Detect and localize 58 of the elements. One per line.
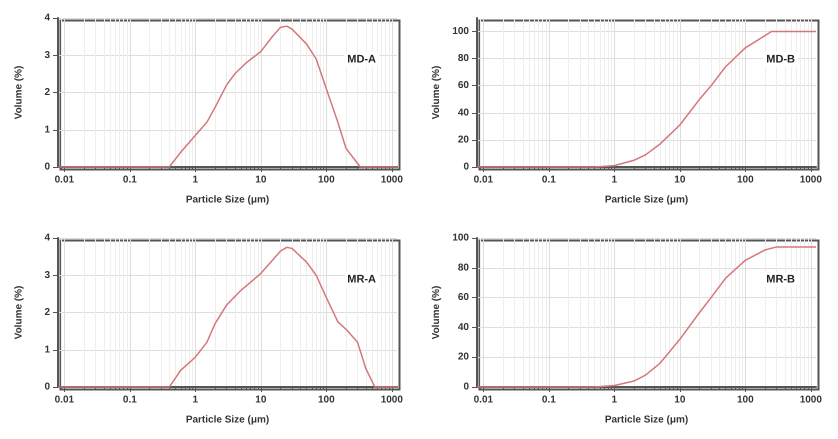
x-tick-label: 1000 [380,394,404,405]
x-tick-label: 1000 [380,174,404,186]
x-tick-label: 0.01 [474,394,494,405]
annotation: MD-B [766,54,796,66]
x-tick-label: 1000 [800,394,822,405]
y-tick-label: 60 [458,80,470,92]
y-tick-label: 60 [458,292,470,303]
x-tick-label: 0.1 [122,394,138,405]
annotation: MR-A [347,273,376,285]
y-tick-label: 3 [44,50,50,61]
x-tick-label: 10 [674,174,686,186]
y-tick-label: 40 [458,107,470,118]
y-tick-label: 80 [458,53,470,64]
y-tick-label: 80 [458,262,470,273]
y-axis-title: Volume (%) [14,66,24,120]
y-tick-label: 0 [463,162,470,172]
x-tick-label: 10 [255,394,267,405]
x-axis-title: Particle Size (μm) [604,414,688,425]
y-tick-label: 1 [44,344,50,355]
y-tick-label: 2 [44,87,50,98]
y-tick-label: 1 [44,124,50,136]
x-tick-label: 0.01 [54,174,75,186]
y-tick-label: 2 [44,306,50,318]
x-tick-label: 10 [674,394,686,405]
x-tick-label: 0.1 [542,394,556,405]
x-tick-label: 10 [255,174,267,186]
x-tick-label: 1 [612,394,618,405]
y-tick-label: 20 [458,351,470,362]
x-tick-label: 100 [318,394,336,405]
x-tick-label: 0.01 [54,394,75,405]
y-tick-label: 40 [458,321,470,332]
x-tick-label: 100 [318,174,336,186]
y-tick-label: 0 [44,381,50,392]
annotation: MR-B [766,273,796,285]
y-axis-title: Volume (%) [430,66,442,120]
x-tick-label: 0.01 [474,174,494,186]
x-tick-label: 1 [192,174,199,186]
x-tick-label: 1 [612,174,618,186]
y-tick-label: 0 [463,381,470,392]
y-tick-label: 4 [44,232,50,243]
y-tick-label: 100 [452,232,470,243]
y-tick-label: 0 [44,162,50,172]
x-axis-title: Particle Size (μm) [186,414,270,425]
y-tick-label: 100 [452,26,470,38]
x-axis-title: Particle Size (μm) [186,194,270,206]
y-axis-title: Volume (%) [14,285,24,339]
y-tick-label: 4 [44,12,50,24]
annotation: MD-A [347,54,376,66]
x-tick-label: 100 [736,174,754,186]
x-tick-label: 1000 [800,174,822,186]
x-tick-label: 0.1 [122,174,138,186]
x-tick-label: 1 [192,394,199,405]
x-tick-label: 0.1 [542,174,556,186]
x-axis-title: Particle Size (μm) [604,194,688,206]
y-tick-label: 3 [44,269,50,280]
y-axis-title: Volume (%) [430,285,442,339]
x-tick-label: 100 [736,394,754,405]
y-tick-label: 20 [458,134,470,146]
